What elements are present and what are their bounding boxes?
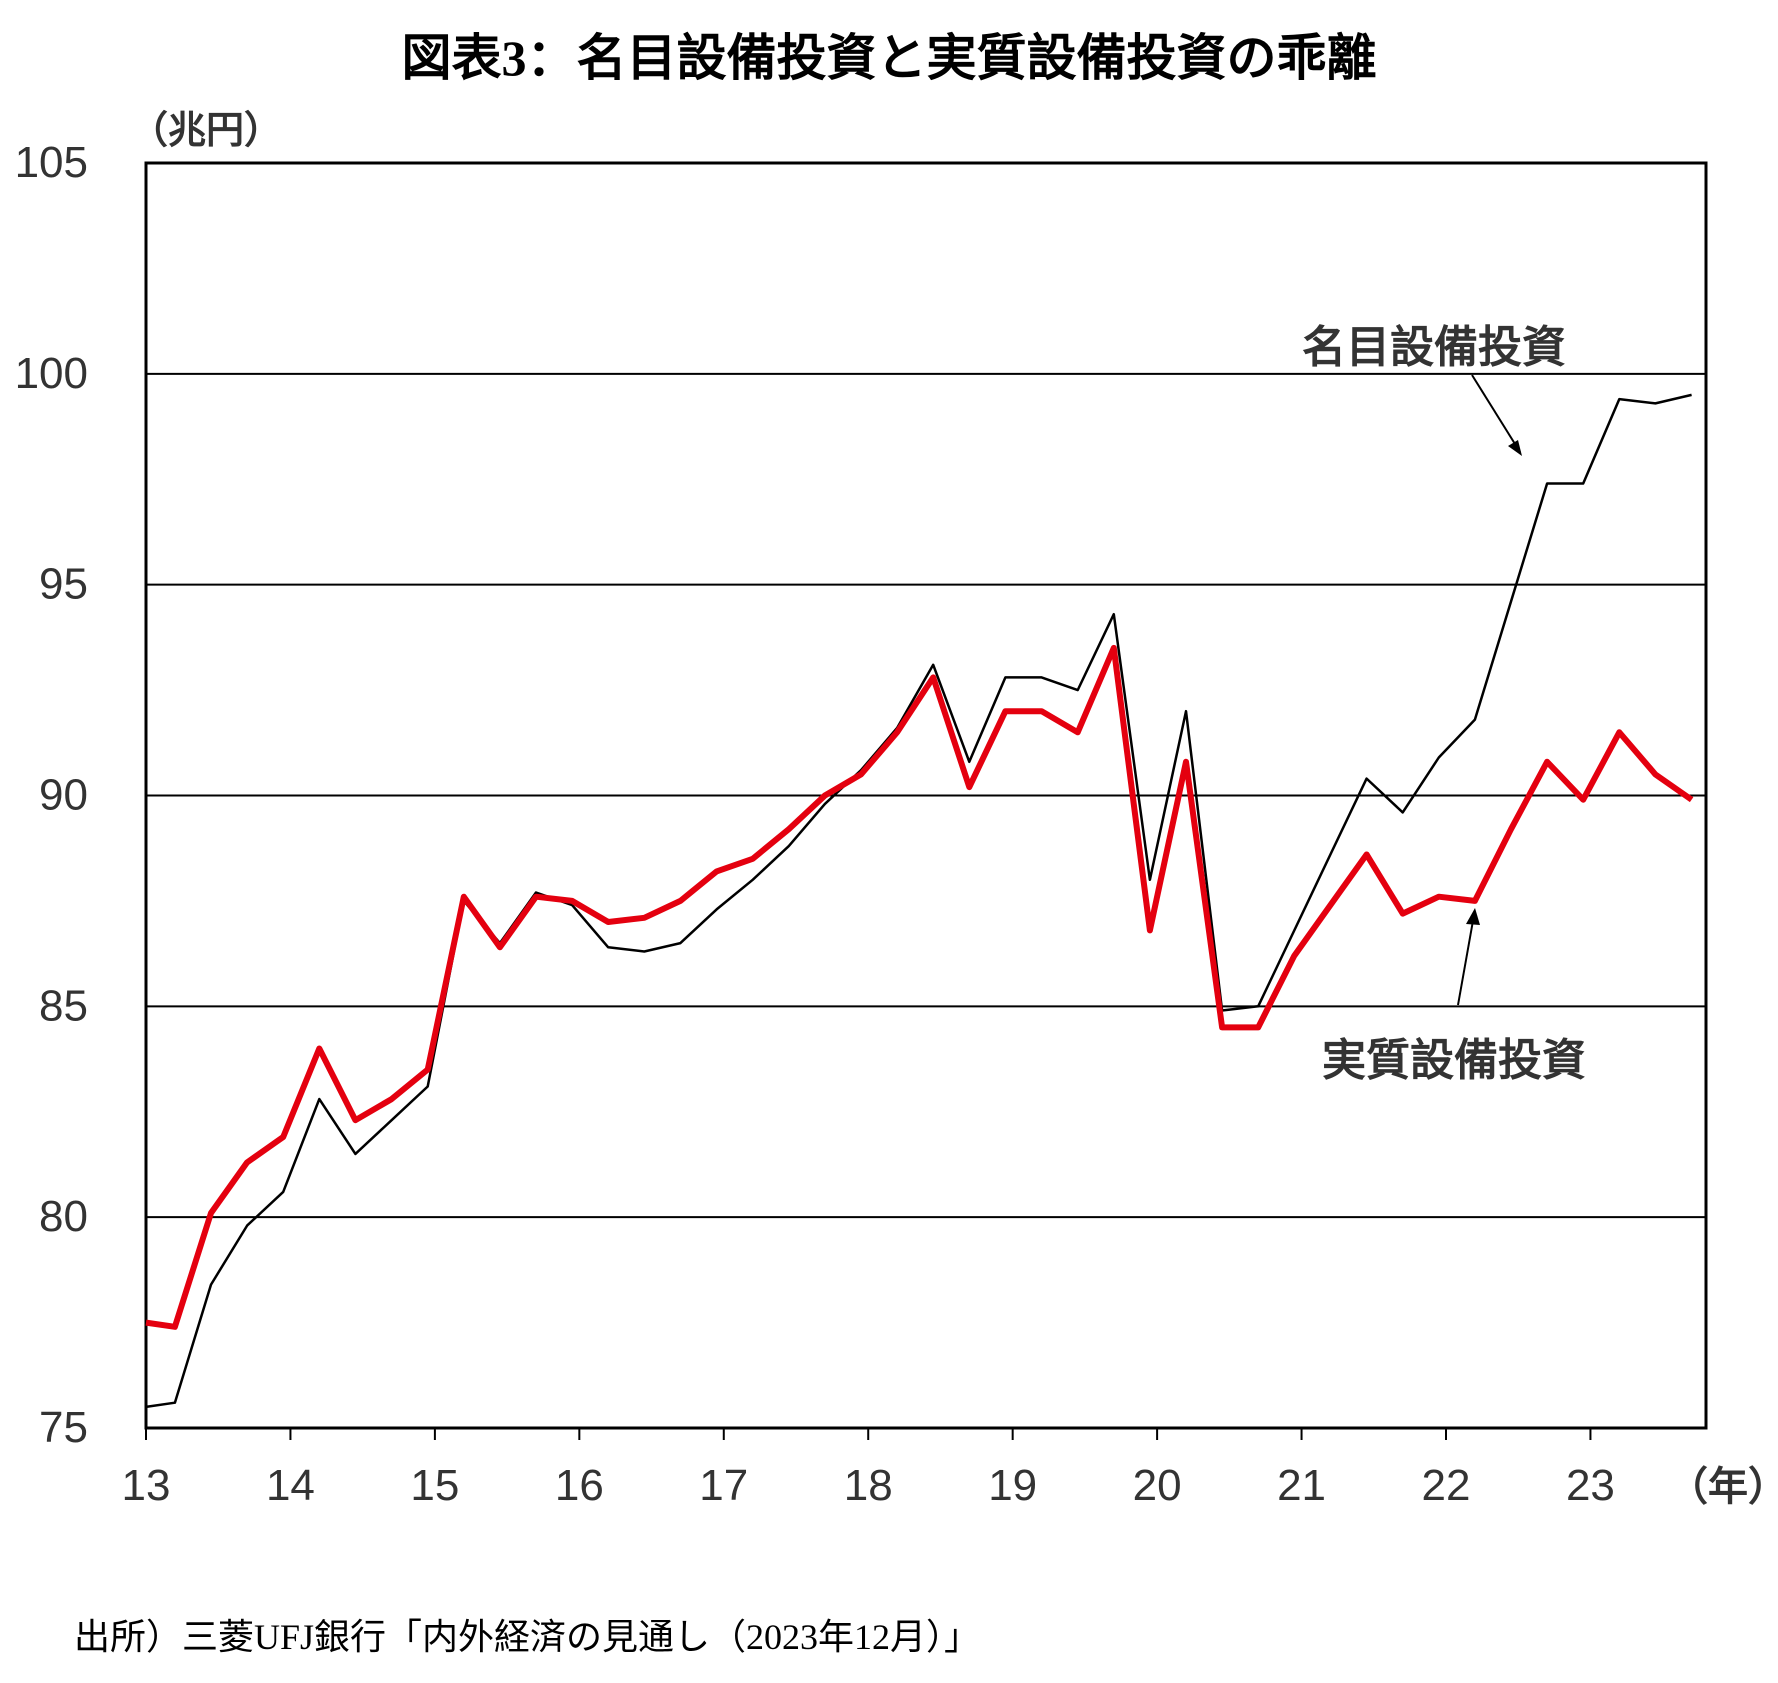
nominal-annotation-arrow [1471,374,1521,453]
series-nominal-line [145,393,1692,1409]
chart-title: 図表3：名目設備投資と実質設備投資の乖離 [401,30,1377,86]
y-tick-label: 105 [15,138,88,187]
y-tick-label: 85 [39,981,88,1030]
x-tick-label: 14 [266,1461,315,1510]
gridlines [146,372,1706,1219]
annotation-nominal: 名目設備投資 [1302,323,1566,372]
x-tick-label: 22 [1422,1461,1471,1510]
x-tick-label: 15 [410,1461,459,1510]
x-tick-label: 17 [699,1461,748,1510]
x-tick-label: 16 [555,1461,604,1510]
x-tick-label: 19 [988,1461,1037,1510]
y-tick-label: 75 [39,1403,88,1452]
x-axis-label: （年） [1668,1465,1778,1509]
plot-frame [144,161,1708,1430]
y-tick-label: 100 [15,349,88,398]
x-tick-label: 13 [122,1461,171,1510]
series-lines [145,393,1694,1409]
annotation-real: 実質設備投資 [1322,1036,1586,1085]
y-tick-labels: 75 80 85 90 95 100 105 [15,138,88,1452]
y-tick-label: 90 [39,771,88,820]
real-arrowhead-icon [1466,908,1480,925]
x-tick-marks [145,1428,1592,1440]
x-tick-label: 23 [1566,1461,1615,1510]
series-real-line [145,644,1694,1330]
x-tick-label: 21 [1277,1461,1326,1510]
nominal-arrowhead-icon [1508,440,1522,456]
annotations: 名目設備投資 実質設備投資 [1302,323,1586,1085]
source-note: 出所）三菱UFJ銀行「内外経済の見通し（2023年12月）」 [74,1617,981,1657]
x-tick-labels: 13 14 15 16 17 18 19 20 21 22 23 [122,1461,1615,1510]
x-tick-label: 20 [1133,1461,1182,1510]
y-axis-label: （兆円） [130,110,282,152]
y-tick-label: 80 [39,1192,88,1241]
x-tick-label: 18 [844,1461,893,1510]
real-annotation-arrow [1457,914,1475,1006]
y-tick-label: 95 [39,560,88,609]
